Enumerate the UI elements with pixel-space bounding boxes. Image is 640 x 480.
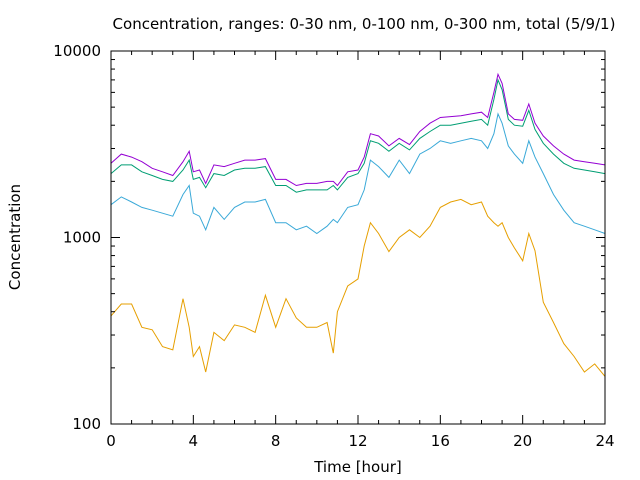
series-line-2 — [110, 112, 606, 235]
y-tick-label: 100 — [72, 415, 101, 433]
x-tick-label: 0 — [106, 432, 116, 450]
x-tick-label: 16 — [431, 432, 450, 450]
series-line-3 — [110, 78, 606, 193]
x-axis-label: Time [hour] — [313, 458, 402, 476]
y-tick-label: 1000 — [63, 229, 101, 247]
y-tick-label: 10000 — [53, 42, 101, 60]
x-tick-label: 24 — [595, 432, 614, 450]
x-tick-label: 12 — [348, 432, 367, 450]
x-tick-label: 4 — [189, 432, 199, 450]
series-line-1 — [110, 198, 606, 377]
axis-layer: 0 4 8 12 16 20 24 100 1000 10000 — [53, 42, 614, 450]
y-axis-label: Concentration — [6, 184, 24, 290]
plot-frame — [110, 50, 606, 425]
x-tick-label: 20 — [513, 432, 532, 450]
series-layer — [110, 72, 606, 377]
x-tick-label: 8 — [271, 432, 281, 450]
series-line-4 — [110, 72, 606, 187]
chart-title: Concentration, ranges: 0-30 nm, 0-100 nm… — [113, 15, 616, 33]
